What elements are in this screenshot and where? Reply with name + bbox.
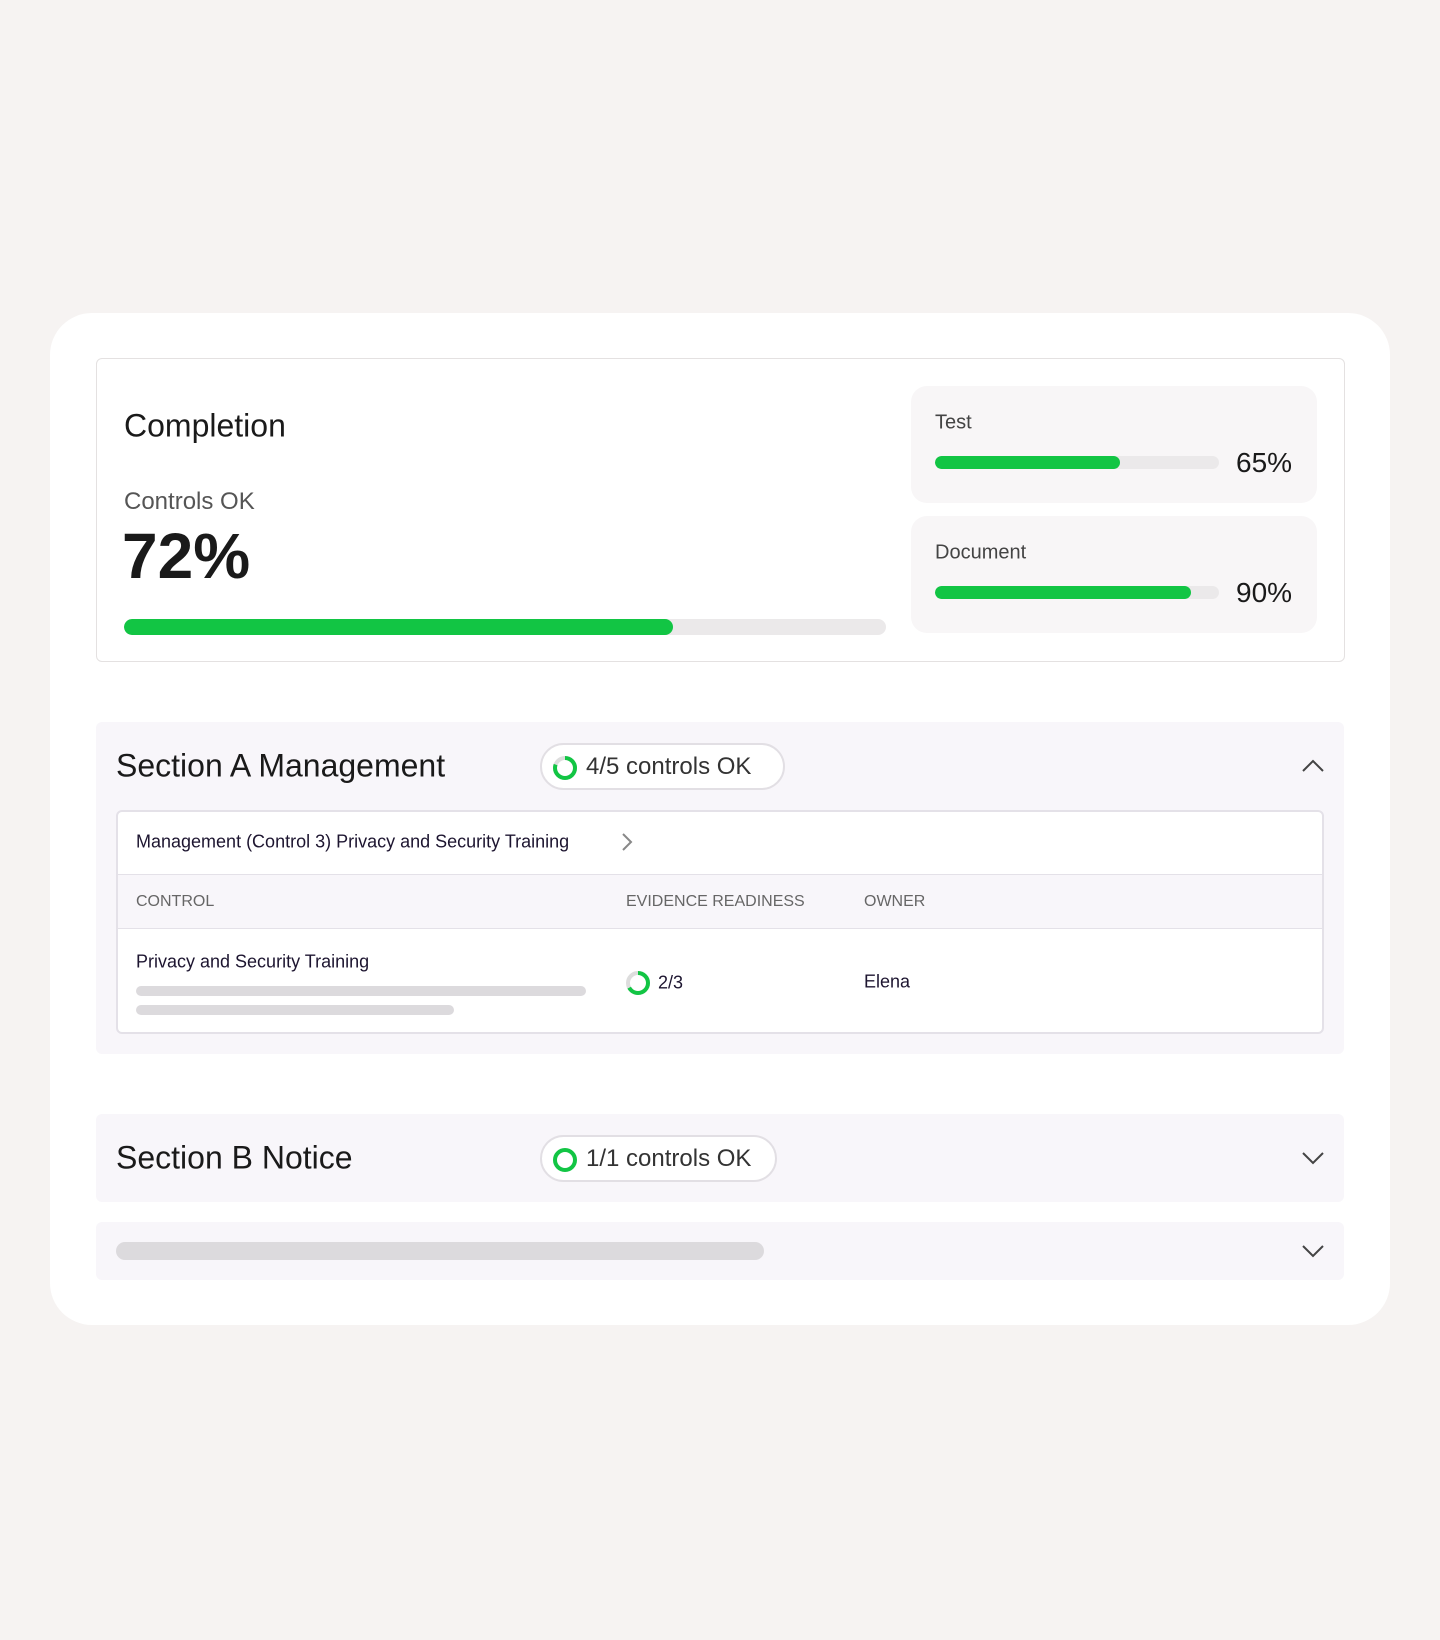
breakdown-card bbox=[911, 386, 1317, 503]
column-header: OWNER bbox=[864, 893, 926, 910]
control-link[interactable]: Management (Control 3) Privacy and Secur… bbox=[136, 831, 570, 852]
readiness-ring bbox=[626, 971, 650, 995]
control-name: Privacy and Security Training bbox=[136, 951, 370, 972]
readiness: 2/3 bbox=[658, 972, 684, 993]
table-header bbox=[118, 874, 1322, 929]
breakdown-card bbox=[911, 516, 1317, 633]
breakdown-label: Document bbox=[935, 541, 1027, 564]
completion-title: Completion bbox=[124, 407, 286, 444]
status-pill: 4/5 controls OK bbox=[540, 743, 785, 790]
column-header: EVIDENCE READINESS bbox=[626, 893, 805, 910]
breakdown-value: 65% bbox=[1236, 447, 1293, 478]
column-header: CONTROL bbox=[136, 893, 215, 910]
skeleton bbox=[136, 1005, 454, 1015]
collapse-chevron[interactable] bbox=[1300, 755, 1326, 777]
expand-chevron[interactable] bbox=[1300, 1147, 1326, 1169]
progress-track bbox=[124, 619, 886, 635]
status-text: 1/1 controls OK bbox=[586, 1145, 752, 1172]
owner: Elena bbox=[864, 971, 911, 992]
status-pill: 1/1 controls OK bbox=[540, 1135, 777, 1182]
status-ring bbox=[553, 756, 577, 780]
skeleton bbox=[136, 986, 586, 996]
completion-label: Controls OK bbox=[124, 488, 255, 515]
progress-fill bbox=[935, 456, 1120, 469]
progress-track bbox=[935, 586, 1219, 599]
expand-chevron[interactable] bbox=[1300, 1240, 1326, 1262]
status-ring bbox=[553, 1148, 577, 1172]
status-text: 4/5 controls OK bbox=[586, 753, 752, 780]
progress-track bbox=[935, 456, 1219, 469]
progress-fill bbox=[935, 586, 1191, 599]
skeleton bbox=[116, 1242, 764, 1260]
breakdown-value: 90% bbox=[1236, 577, 1293, 608]
link-chevron bbox=[622, 833, 633, 851]
progress-fill bbox=[124, 619, 673, 635]
breakdown-label: Test bbox=[935, 411, 972, 434]
section-title: Section B Notice bbox=[116, 1139, 353, 1176]
section-title: Section A Management bbox=[116, 747, 446, 784]
completion-value: 72% bbox=[122, 520, 251, 592]
